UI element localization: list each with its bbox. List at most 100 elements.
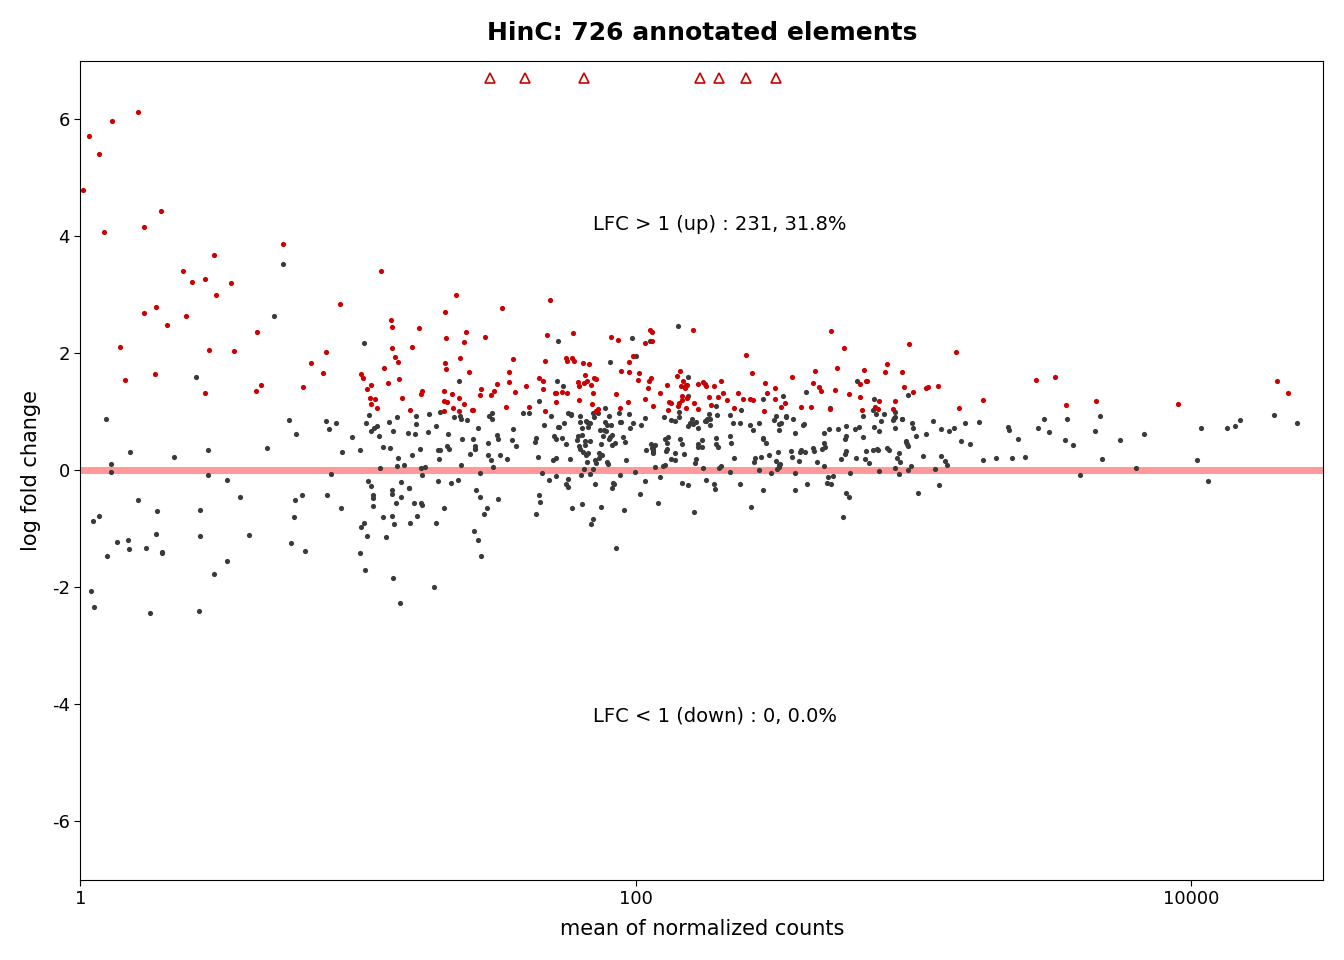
Point <box>546 468 567 484</box>
Point <box>386 409 407 424</box>
Point <box>480 388 501 403</box>
Point <box>583 410 605 425</box>
Point <box>890 455 911 470</box>
Point <box>435 331 457 347</box>
Point <box>587 401 609 417</box>
Point <box>462 432 484 447</box>
Point <box>558 479 579 494</box>
Point <box>719 465 741 480</box>
Point <box>151 203 172 218</box>
Point <box>418 423 439 439</box>
Point <box>203 247 224 262</box>
Point <box>656 442 677 457</box>
Point <box>601 427 622 443</box>
Point <box>281 535 302 550</box>
Point <box>488 431 509 446</box>
Point <box>754 375 775 391</box>
Point <box>401 447 422 463</box>
Point <box>590 436 612 451</box>
Point <box>569 378 590 394</box>
Point <box>504 384 526 399</box>
Point <box>353 563 375 578</box>
Point <box>622 416 644 431</box>
Point <box>460 446 481 462</box>
Point <box>766 461 788 476</box>
Point <box>352 516 374 531</box>
Point <box>433 394 454 409</box>
Point <box>676 377 698 393</box>
Point <box>753 483 774 498</box>
Point <box>677 418 699 433</box>
Point <box>372 510 394 525</box>
Point <box>496 451 517 467</box>
Point <box>781 449 802 465</box>
Point <box>449 373 470 389</box>
Point <box>730 415 751 430</box>
Point <box>935 458 957 473</box>
Point <box>863 392 884 407</box>
Point <box>438 442 460 457</box>
Point <box>562 324 583 340</box>
Point <box>418 406 439 421</box>
Point <box>462 402 484 418</box>
Point <box>401 339 422 354</box>
Point <box>599 418 621 433</box>
Point <box>641 441 663 456</box>
Point <box>1167 396 1188 412</box>
Point <box>433 403 454 419</box>
Point <box>151 544 172 560</box>
Point <box>780 444 801 459</box>
Point <box>145 527 167 542</box>
Point <box>774 396 796 411</box>
Point <box>703 476 724 492</box>
Point <box>89 508 110 523</box>
Point <box>628 372 649 387</box>
Point <box>870 414 891 429</box>
Point <box>669 431 691 446</box>
Point <box>190 528 211 543</box>
Point <box>360 377 382 393</box>
Point <box>831 452 852 468</box>
Point <box>399 403 421 419</box>
Point <box>89 146 110 161</box>
Point <box>582 386 603 401</box>
Point <box>638 373 660 389</box>
Point <box>540 408 562 423</box>
Point <box>751 392 773 407</box>
Point <box>99 465 121 480</box>
Point <box>610 414 632 429</box>
Point <box>181 275 203 290</box>
Point <box>527 449 548 465</box>
Point <box>528 487 550 502</box>
Point <box>465 483 487 498</box>
Point <box>681 411 703 426</box>
Point <box>360 479 382 494</box>
Point <box>314 344 336 359</box>
Point <box>934 454 956 469</box>
Point <box>448 472 469 488</box>
Point <box>642 444 664 459</box>
Point <box>656 436 677 451</box>
Point <box>430 443 452 458</box>
Point <box>671 475 692 491</box>
Point <box>425 516 446 531</box>
Point <box>835 446 856 462</box>
Point <box>555 437 577 452</box>
Point <box>539 472 560 488</box>
Point <box>943 420 965 436</box>
Point <box>802 441 824 456</box>
Point <box>1263 407 1285 422</box>
Point <box>605 540 626 556</box>
Point <box>319 421 340 437</box>
Point <box>727 385 749 400</box>
Point <box>216 472 238 488</box>
Point <box>622 348 644 364</box>
Point <box>438 426 460 442</box>
Point <box>515 378 536 394</box>
Point <box>657 377 679 393</box>
Point <box>585 372 606 387</box>
Point <box>687 401 708 417</box>
Point <box>316 488 337 503</box>
Point <box>806 454 828 469</box>
Point <box>813 436 835 451</box>
